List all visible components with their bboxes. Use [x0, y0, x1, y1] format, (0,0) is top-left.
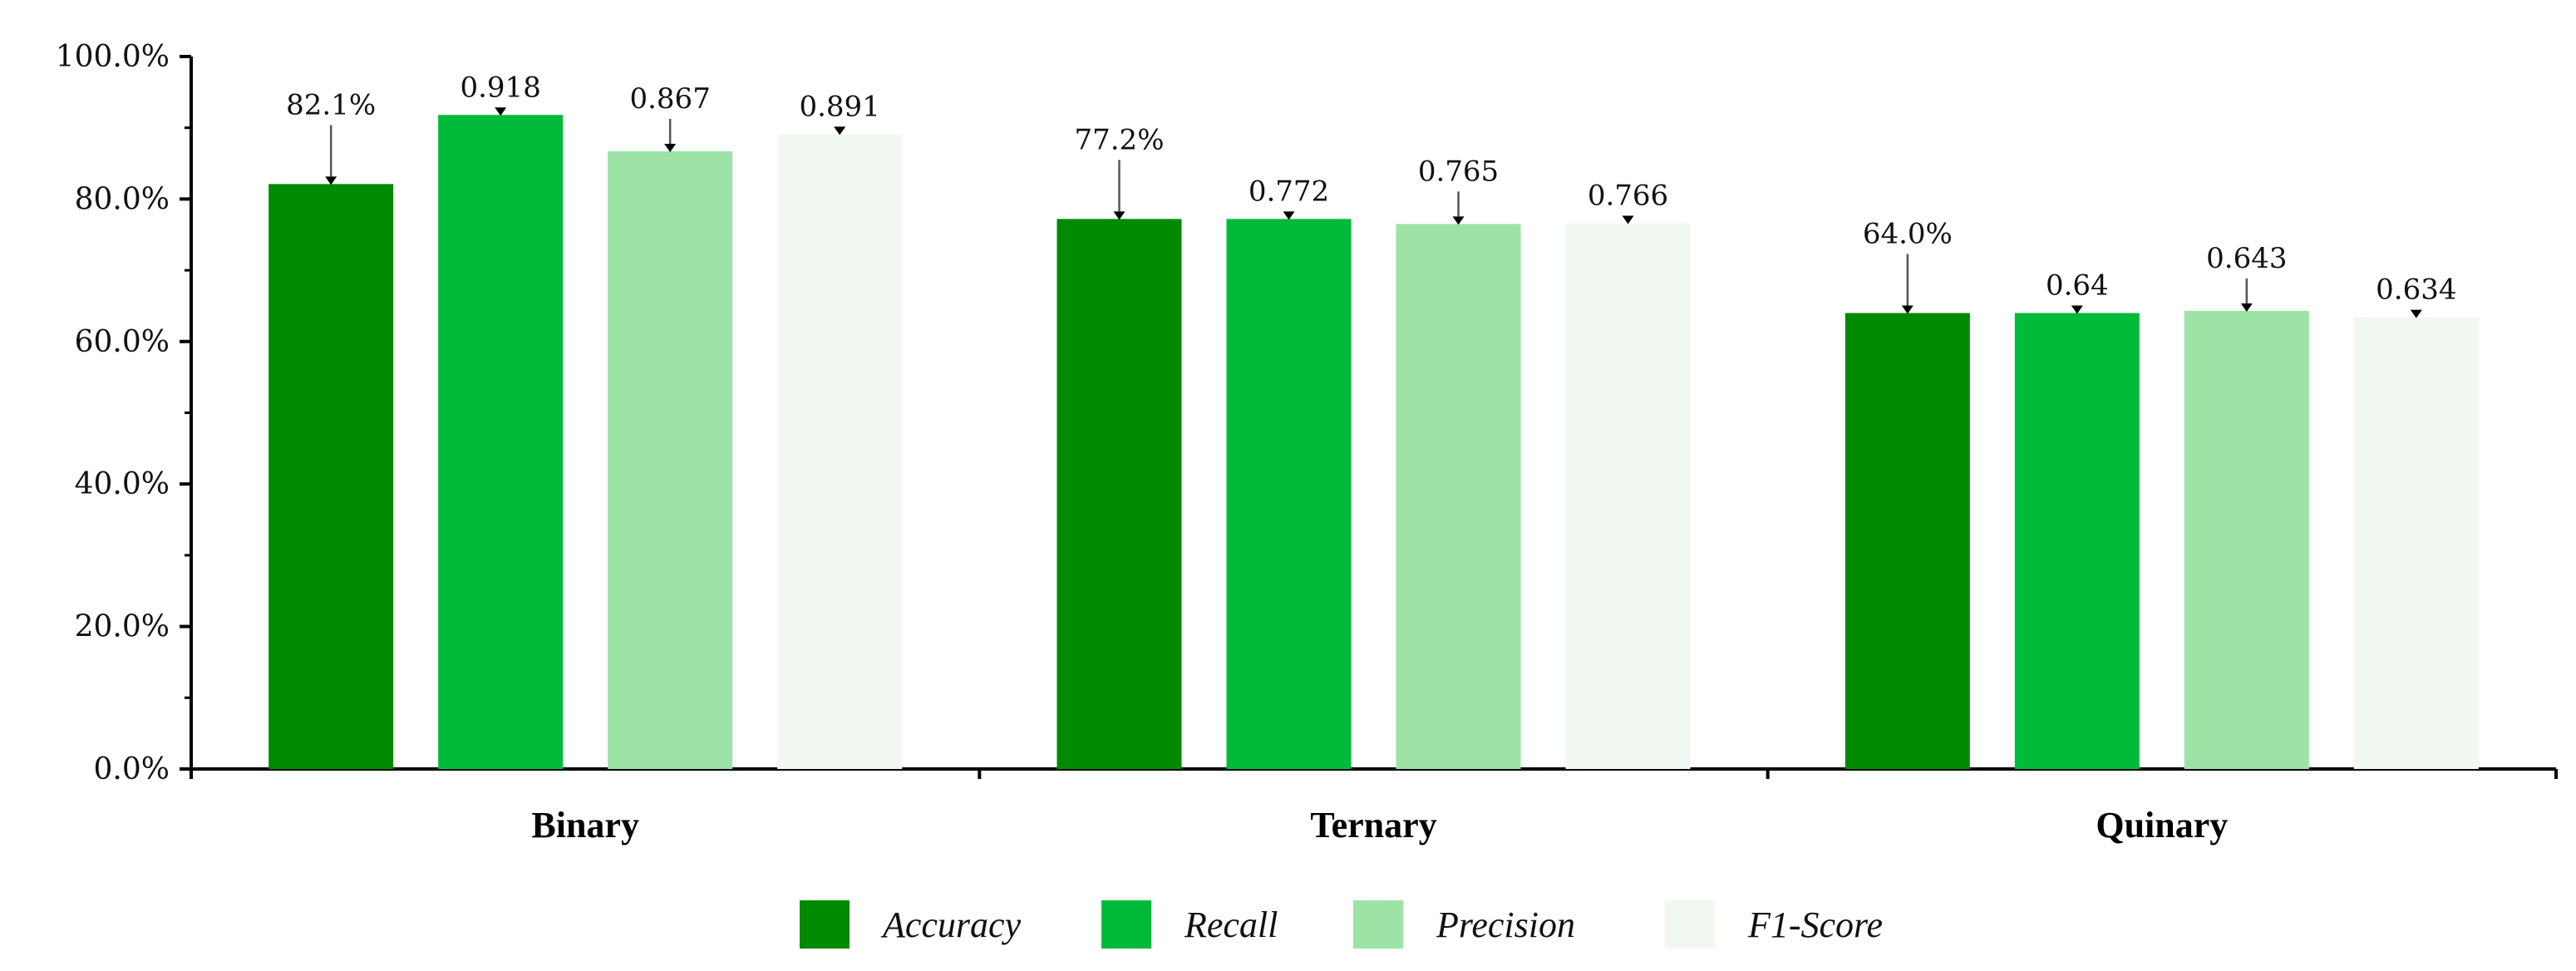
category-label: Binary	[531, 805, 639, 845]
data-label-recall: 0.918	[460, 71, 540, 104]
data-labels: 82.1% 0.918 0.867 0.891 77.2% 0.772 0.765 0.766…	[286, 71, 2457, 318]
label-pointer	[1452, 216, 1465, 225]
data-label-accuracy: 64.0%	[1863, 218, 1953, 251]
bar-precision-ternary	[1396, 224, 1521, 769]
bar-recall-ternary	[1226, 219, 1352, 769]
y-tick-label: 60.0%	[75, 325, 170, 359]
data-label-accuracy: 77.2%	[1074, 123, 1164, 156]
bar-accuracy-ternary	[1057, 219, 1182, 769]
label-pointer	[664, 143, 677, 152]
label-pointer	[2071, 305, 2083, 314]
legend-swatch-precision	[1353, 900, 1403, 949]
y-tick-label: 20.0%	[75, 610, 170, 644]
bar-precision-quinary	[2184, 310, 2309, 770]
data-label-accuracy: 82.1%	[286, 88, 376, 121]
label-pointer	[1901, 305, 1914, 314]
axes: 0.0% 20.0% 40.0% 60.0% 80.0% 100.0% Binary Tern…	[56, 40, 2558, 845]
legend-label-accuracy: Accuracy	[880, 904, 1022, 945]
data-label-precision: 0.765	[1418, 155, 1499, 188]
category-label: Quinary	[2096, 805, 2228, 845]
data-label-precision: 0.867	[629, 82, 710, 116]
data-label-precision: 0.643	[2206, 242, 2287, 275]
label-pointer	[1622, 215, 1634, 224]
y-tick-label: 0.0%	[94, 752, 170, 786]
label-pointer	[1113, 211, 1125, 220]
legend-swatch-accuracy	[800, 900, 850, 949]
label-pointer	[2410, 309, 2422, 318]
y-tick-label: 40.0%	[75, 467, 170, 501]
category-label: Ternary	[1310, 805, 1436, 845]
bar-f1-score-binary	[777, 134, 903, 770]
label-pointer	[2240, 303, 2253, 312]
data-label-recall: 0.64	[2046, 269, 2109, 303]
y-tick-label: 100.0%	[56, 40, 170, 74]
label-pointer	[1283, 211, 1295, 220]
data-label-f1-score: 0.766	[1588, 180, 1668, 213]
bar-recall-quinary	[2014, 313, 2140, 769]
bar-recall-binary	[438, 115, 564, 770]
data-label-recall: 0.772	[1249, 175, 1329, 208]
bar-f1-score-quinary	[2353, 317, 2479, 769]
legend-swatch-recall	[1101, 900, 1151, 949]
bar-f1-score-ternary	[1565, 223, 1691, 770]
bars	[268, 115, 2479, 770]
data-label-f1-score: 0.634	[2376, 274, 2456, 307]
legend-swatch-f1-score	[1665, 900, 1715, 949]
legend-label-f1-score: F1-Score	[1747, 904, 1883, 945]
legend-label-recall: Recall	[1184, 904, 1278, 945]
bar-accuracy-quinary	[1845, 313, 1970, 769]
data-label-f1-score: 0.891	[799, 90, 879, 123]
label-pointer	[495, 107, 507, 116]
bar-precision-binary	[608, 150, 733, 769]
y-tick-label: 80.0%	[75, 182, 170, 216]
label-pointer	[325, 176, 337, 185]
bar-accuracy-binary	[268, 184, 394, 769]
legend-label-precision: Precision	[1436, 904, 1575, 945]
label-pointer	[834, 126, 846, 136]
legend: Accuracy Recall Precision F1-Score	[800, 900, 1883, 949]
